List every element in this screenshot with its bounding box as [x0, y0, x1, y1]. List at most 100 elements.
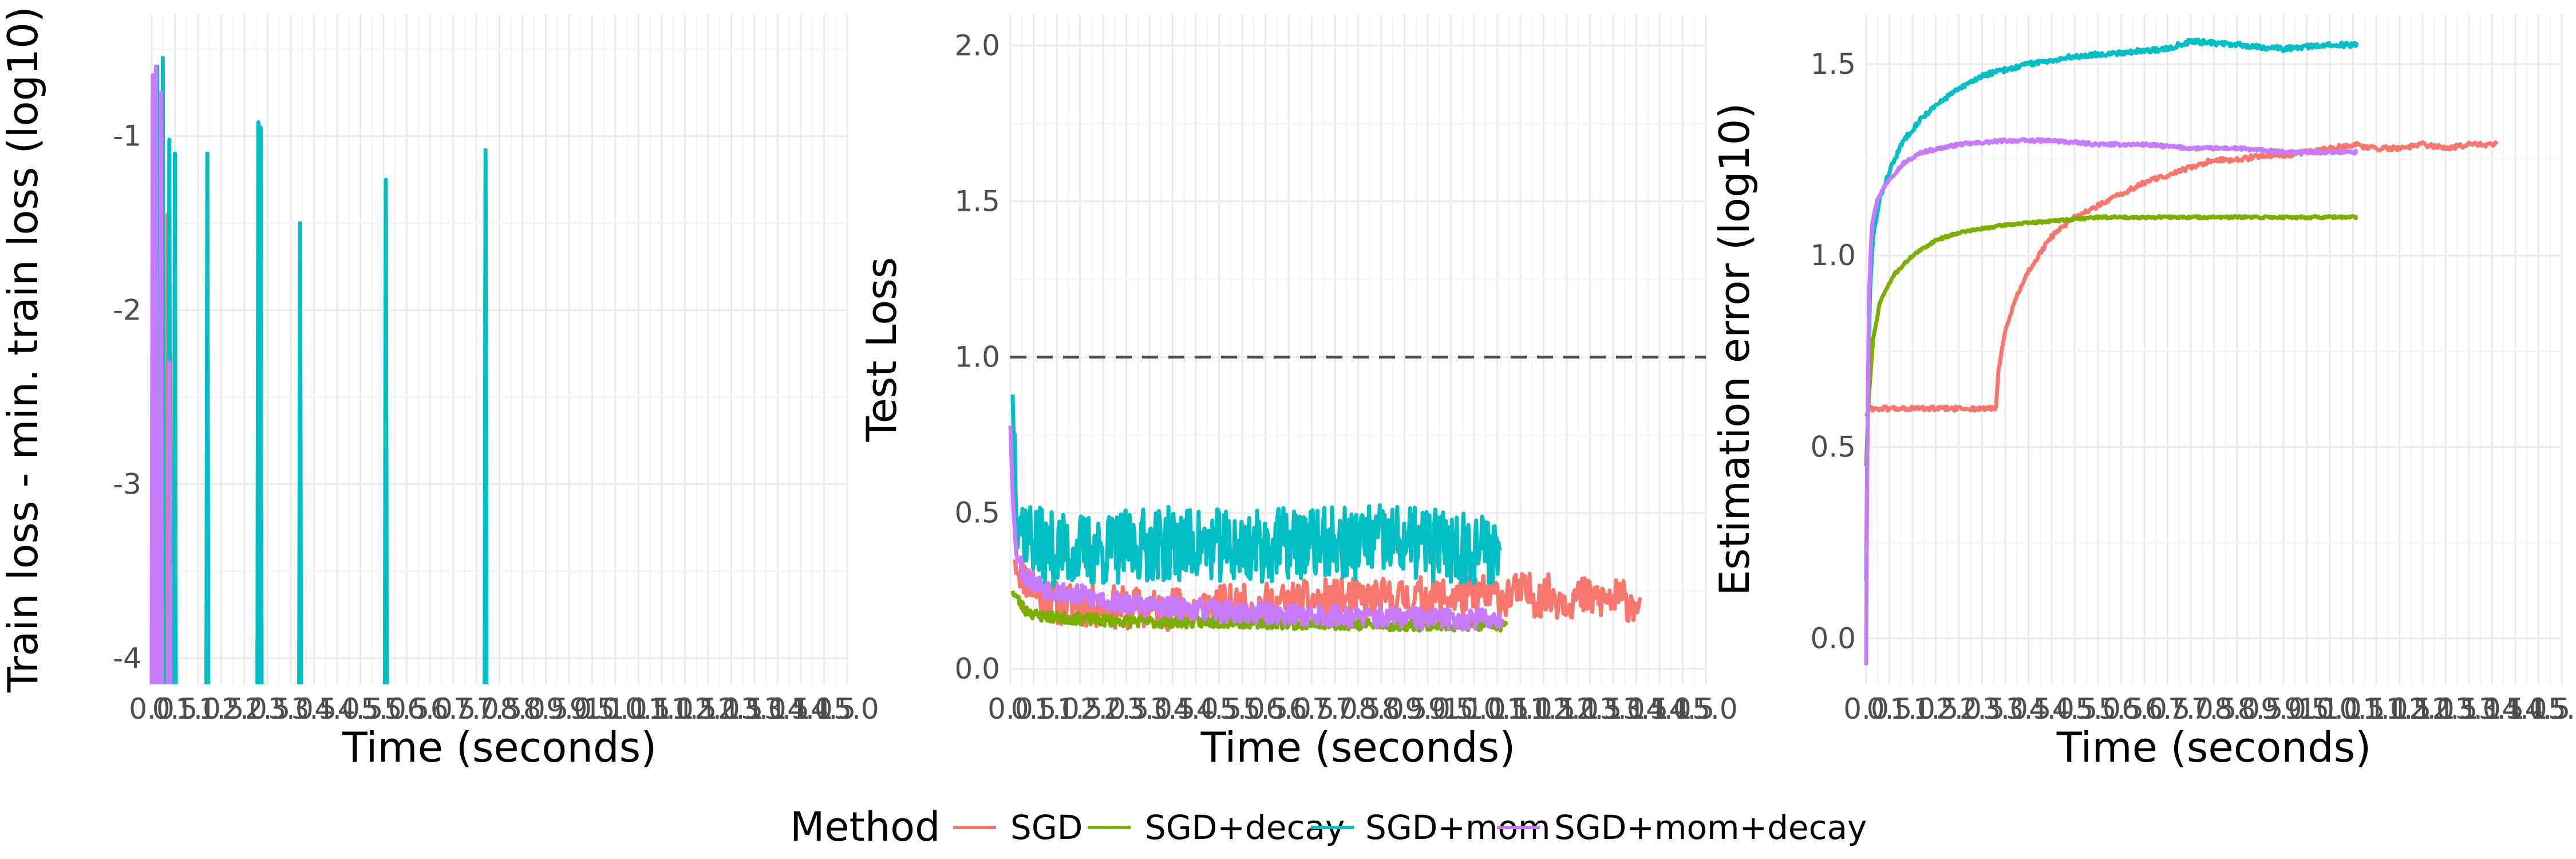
x-tick-label: 4.5: [338, 692, 384, 726]
y-axis-title: Test Loss: [858, 257, 906, 443]
x-axis-title: Time (seconds): [1200, 723, 1516, 771]
panel-estimation-error: 0.00.51.01.52.02.53.03.54.04.55.05.56.06…: [1710, 14, 2576, 771]
y-tick-label: -3: [113, 468, 141, 501]
x-tick-label: 3.0: [1127, 692, 1172, 726]
x-tick-label: 0.5: [1867, 692, 1913, 726]
panel-test-loss: 0.00.51.01.52.02.53.03.54.04.55.05.56.06…: [858, 14, 1738, 771]
x-tick-label: 7.0: [1312, 692, 1358, 726]
series-sgd-mom-decay-spike: [158, 90, 164, 685]
x-tick-label: 9.0: [1405, 692, 1451, 726]
series-sgd: [1864, 140, 2499, 417]
x-tick-label: 10.0: [2298, 692, 2361, 726]
series-sgd-decay: [1864, 214, 2359, 467]
y-tick-label: 0.5: [1810, 430, 1856, 463]
series-sgd-mom: [1010, 394, 1502, 589]
x-tick-label: 9.0: [2261, 692, 2306, 726]
x-tick-label: 2.5: [1104, 692, 1149, 726]
x-tick-label: 6.0: [407, 692, 453, 726]
y-tick-label: 0.0: [954, 652, 1000, 685]
x-tick-label: 15.0: [815, 692, 879, 726]
x-tick-label: 15.0: [1674, 692, 1737, 726]
x-tick-label: 14.5: [1651, 692, 1714, 726]
series-sgd-mom-spike: [483, 148, 489, 685]
x-tick-label: 10.0: [583, 692, 647, 726]
x-tick-label: 14.5: [792, 692, 856, 726]
series-sgd-mom-line: [1010, 394, 1502, 589]
x-tick-label: 12.0: [1535, 692, 1598, 726]
x-tick-label: 8.5: [2238, 692, 2283, 726]
x-tick-label: 4.0: [314, 692, 360, 726]
x-tick-label: 1.5: [1913, 692, 1959, 726]
series-sgd-mom: [1864, 37, 2359, 581]
y-tick-label: 2.0: [954, 29, 1000, 62]
x-tick-label: 14.0: [769, 692, 832, 726]
x-tick-label: 11.5: [2368, 692, 2431, 726]
legend-item-sgd-mom-decay: SGD+mom+decay: [1497, 808, 1867, 847]
x-tick-label: 7.0: [453, 692, 499, 726]
grid: [1865, 14, 2563, 684]
x-tick-label: 7.5: [1336, 692, 1381, 726]
x-tick-label: 5.0: [1219, 692, 1265, 726]
x-tick-label: 2.5: [1959, 692, 2005, 726]
x-tick-label: 1.0: [175, 692, 221, 726]
x-tick-label: 10.0: [1442, 692, 1506, 726]
x-tick-label: 4.0: [1173, 692, 1219, 726]
x-tick-label: 11.0: [1488, 692, 1552, 726]
x-tick-label: 15.0: [2530, 692, 2576, 726]
x-tick-label: 0.0: [987, 692, 1033, 726]
y-axis-title: Estimation error (log10): [1710, 103, 1759, 596]
x-tick-label: 11.0: [630, 692, 693, 726]
x-tick-label: 1.0: [1890, 692, 1935, 726]
y-tick-label: -4: [113, 641, 141, 675]
y-tick-label: 0.5: [954, 497, 1000, 530]
series-sgd-mom-line: [1864, 37, 2359, 581]
y-tick-label: 1.0: [1810, 239, 1856, 272]
x-tick-label: 4.5: [1196, 692, 1242, 726]
x-tick-label: 6.5: [2145, 692, 2191, 726]
y-axis-title: Train loss - min. train loss (log10): [0, 6, 47, 693]
x-tick-label: 1.5: [1057, 692, 1103, 726]
series-sgd-mom-decay-line: [1864, 137, 2359, 665]
series-sgd-mom-spike: [204, 151, 211, 685]
x-tick-label: 8.0: [500, 692, 546, 726]
y-tick-label: 1.5: [1810, 48, 1856, 81]
series-sgd-mom-spike: [172, 151, 178, 685]
series-sgd-mom-decay-spike: [153, 64, 159, 685]
x-tick-label: 13.0: [2437, 692, 2500, 726]
x-tick-label: 10.5: [607, 692, 670, 726]
x-tick-label: 12.5: [700, 692, 763, 726]
series-sgd-mom-spike: [382, 178, 389, 685]
y-tick-label: -1: [113, 120, 141, 153]
x-tick-label: 8.0: [1358, 692, 1404, 726]
x-tick-label: 6.0: [2121, 692, 2167, 726]
x-axis-title: Time (seconds): [342, 723, 657, 771]
x-tick-label: 11.5: [653, 692, 717, 726]
x-tick-label: 5.5: [1243, 692, 1289, 726]
x-tick-label: 7.0: [2168, 692, 2214, 726]
series-sgd-mom-decay-line: [1008, 425, 1504, 632]
x-tick-label: 6.0: [1266, 692, 1311, 726]
y-tick-label: 1.5: [954, 185, 1000, 218]
panel-train-loss: 0.00.51.01.52.02.53.03.54.04.55.05.56.06…: [0, 6, 879, 771]
x-tick-label: 12.0: [2391, 692, 2454, 726]
x-tick-label: 2.0: [222, 692, 267, 726]
x-tick-label: 13.0: [1581, 692, 1645, 726]
x-tick-label: 8.0: [2214, 692, 2260, 726]
legend-item-sgd: SGD: [953, 808, 1082, 847]
x-tick-label: 14.5: [2507, 692, 2570, 726]
series-sgd-line: [1864, 140, 2499, 417]
x-tick-label: 9.5: [2284, 692, 2330, 726]
x-tick-label: 13.5: [746, 692, 809, 726]
x-tick-label: 11.0: [2344, 692, 2408, 726]
y-tick-label: 0.0: [1810, 622, 1856, 655]
series-sgd-mom-decay: [149, 64, 172, 685]
legend: Method SGD SGD+decay SGD+mom SGD+mom+dec…: [790, 803, 1867, 850]
x-tick-label: 3.0: [1982, 692, 2028, 726]
series-sgd-mom-spike: [297, 221, 303, 685]
x-tick-label: 2.0: [1936, 692, 1982, 726]
x-tick-label: 8.5: [1382, 692, 1428, 726]
x-tick-label: 6.5: [1289, 692, 1335, 726]
x-tick-label: 7.5: [477, 692, 523, 726]
x-tick-label: 1.0: [1034, 692, 1080, 726]
